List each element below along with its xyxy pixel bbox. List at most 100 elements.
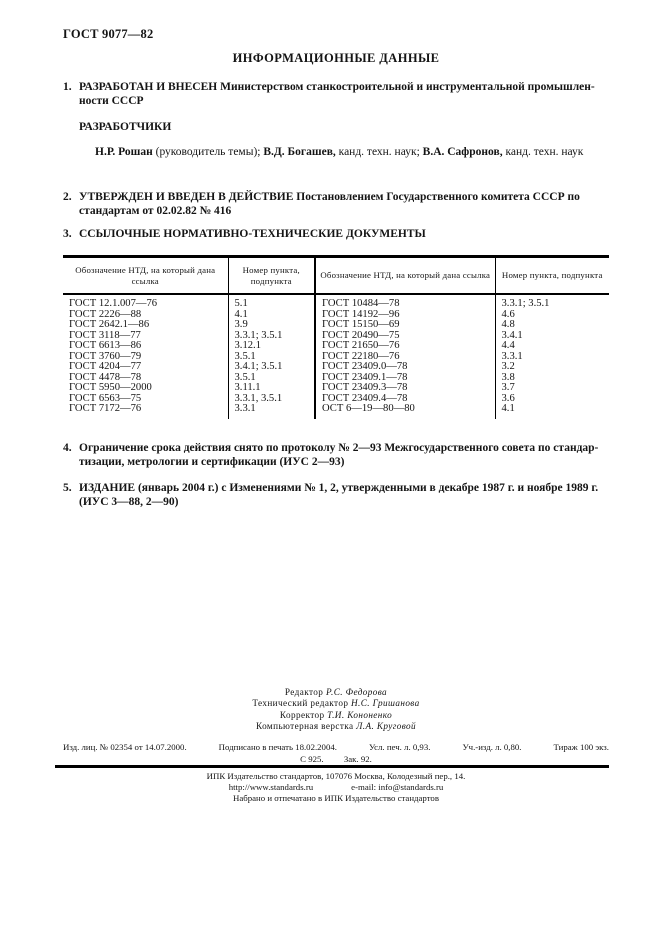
clause-cell: 4.1	[501, 404, 515, 414]
clause-cell: 3.3.1; 3.5.1	[228, 330, 316, 341]
clause-cell: 3.6	[501, 393, 515, 404]
developer-role: канд. техн. наук	[502, 146, 584, 158]
clause-cell: 3.5.1	[228, 372, 316, 383]
publisher-contacts: http://www.standards.ru e-mail: info@stan…	[63, 782, 609, 793]
colophon: Редактор Р.С. Федорова Технический редак…	[63, 687, 609, 732]
table-row: ГОСТ 12.1.007—76 5.1 ГОСТ 10484—78 3.3.1…	[63, 294, 609, 310]
clause-cell: 4.8	[501, 320, 515, 330]
clause-cell: 3.9	[228, 320, 316, 331]
clause-cell: 3.5.1	[228, 351, 316, 362]
item-text: ИЗДАНИЕ (январь 2004 г.) с Изменениями №…	[79, 482, 609, 510]
publisher-website: http://www.standards.ru	[228, 782, 314, 792]
publisher-block: ИПК Издательство стандартов, 107076 Моск…	[63, 771, 609, 804]
publisher-email: e-mail: info@standards.ru	[351, 782, 444, 792]
ntd-ref-cell: ГОСТ 23409.0—78	[315, 362, 496, 373]
ntd-ref-cell: ГОСТ 10484—78	[315, 294, 496, 310]
section-item-2: 2. УТВЕРЖДЕН И ВВЕДЕН В ДЕЙСТВИЕ Постано…	[63, 191, 609, 219]
role-label: Технический редактор	[252, 698, 352, 709]
ntd-ref-cell: ГОСТ 22180—76	[315, 351, 496, 362]
developer-name: В.Д. Богашев,	[263, 146, 336, 158]
section-item-4: 4. Ограничение срока действия снято по п…	[63, 442, 609, 470]
ntd-ref-cell: ОСТ 6—19—80—80	[315, 404, 496, 419]
ntd-ref-cell: ГОСТ 20490—75	[315, 330, 496, 341]
imprint-line-2: С 925. Зак. 92.	[63, 754, 609, 764]
imprint-circulation: Тираж 100 экз.	[553, 742, 609, 752]
role-label: Корректор	[279, 709, 328, 720]
developers-heading: РАЗРАБОТЧИКИ	[79, 121, 172, 133]
imprint-license: Изд. лиц. № 02354 от 14.07.2000.	[63, 742, 187, 752]
section-item-5: 5. ИЗДАНИЕ (январь 2004 г.) с Изменениям…	[63, 482, 609, 510]
references-table: Обозначение НТД, на который дана ссылка …	[63, 255, 609, 419]
ntd-ref-cell: ГОСТ 7172—76	[63, 404, 229, 419]
ntd-ref-cell: ГОСТ 2642.1—86	[63, 320, 229, 331]
ntd-ref-cell: ГОСТ 23409.3—78	[315, 383, 496, 394]
clause-cell: 3.7	[501, 383, 515, 393]
colophon-line-corrector: Корректор Т.И. Кононенко	[63, 710, 609, 721]
doc-number: ГОСТ 9077—82	[63, 27, 154, 41]
clause-cell: 4.4	[501, 341, 515, 351]
role-label: Компьютерная верстка	[256, 720, 357, 731]
item-text: УТВЕРЖДЕН И ВВЕДЕН В ДЕЙСТВИЕ Постановле…	[79, 191, 609, 219]
table-row: ГОСТ 7172—76 3.3.1 ОСТ 6—19—80—80 4.1	[63, 404, 609, 419]
table-header-cell: Номер пункта, подпункта	[495, 256, 609, 295]
item-text: ССЫЛОЧНЫЕ НОРМАТИВНО-ТЕХНИЧЕСКИЕ ДОКУМЕН…	[79, 228, 426, 240]
ntd-ref-cell: ГОСТ 23409.4—78	[315, 393, 496, 404]
table-header-cell: Обозначение НТД, на который дана ссылка	[63, 256, 229, 295]
page-title: ИНФОРМАЦИОННЫЕ ДАННЫЕ	[232, 51, 440, 65]
ntd-ref-cell: ГОСТ 5950—2000	[63, 383, 229, 394]
ntd-ref-cell: ГОСТ 4204—77	[63, 362, 229, 373]
table-row: ГОСТ 2226—88 4.1 ГОСТ 14192—96 4.6	[63, 309, 609, 320]
table-row: ГОСТ 2642.1—86 3.9 ГОСТ 15150—69 4.8	[63, 320, 609, 331]
table-row: ГОСТ 6563—75 3.3.1, 3.5.1 ГОСТ 23409.4—7…	[63, 393, 609, 404]
item2-line1: УТВЕРЖДЕН И ВВЕДЕН В ДЕЙСТВИЕ Постановле…	[79, 191, 580, 203]
item1-line1: РАЗРАБОТАН И ВНЕСЕН Министерством станко…	[79, 81, 595, 93]
section-item-3: 3. ССЫЛОЧНЫЕ НОРМАТИВНО-ТЕХНИЧЕСКИЕ ДОКУ…	[63, 228, 609, 242]
clause-cell: 4.6	[501, 309, 515, 320]
item-number: 1.	[63, 81, 72, 93]
clause-cell: 3.3.1, 3.5.1	[228, 393, 316, 404]
clause-cell: 3.3.1	[501, 351, 523, 362]
item4-line1: Ограничение срока действия снято по прот…	[79, 442, 599, 454]
imprint-line-1: Изд. лиц. № 02354 от 14.07.2000. Подписа…	[63, 742, 609, 752]
colophon-line-editor: Редактор Р.С. Федорова	[63, 687, 609, 698]
item-number: 3.	[63, 228, 72, 240]
ntd-ref-cell: ГОСТ 4478—78	[63, 372, 229, 383]
developers-paragraph: Н.Р. Рошан (руководитель темы); В.Д. Бог…	[95, 146, 609, 160]
table-row: ГОСТ 3118—77 3.3.1; 3.5.1 ГОСТ 20490—75 …	[63, 330, 609, 341]
imprint-signed: Подписано в печать 18.02.2004.	[218, 742, 337, 752]
clause-cell: 3.4.1; 3.5.1	[228, 362, 316, 373]
imprint-acc-sheets: Уч.-изд. л. 0,80.	[462, 742, 522, 752]
imprint-c-code: С 925.	[300, 754, 324, 764]
item5-line2: (ИУС 3—88, 2—90)	[79, 495, 179, 508]
clause-cell: 3.2	[501, 362, 515, 372]
table-header-row: Обозначение НТД, на который дана ссылка …	[63, 256, 609, 295]
developer-name: В.А. Сафронов,	[422, 146, 503, 158]
ntd-ref-cell: ГОСТ 21650—76	[315, 341, 496, 352]
table-row: ГОСТ 6613—86 3.12.1 ГОСТ 21650—76 4.4	[63, 341, 609, 352]
ntd-ref-cell: ГОСТ 6613—86	[63, 341, 229, 352]
clause-cell: 5.1	[228, 294, 316, 310]
item1-line2: ности СССР	[79, 94, 144, 107]
clause-cell: 4.1	[228, 309, 316, 320]
imprint-conv-sheets: Усл. печ. л. 0,93.	[368, 742, 431, 752]
role-label: Редактор	[284, 687, 326, 697]
table-header-cell: Номер пункта, подпункта	[228, 256, 316, 295]
item-number: 4.	[63, 442, 72, 454]
colophon-line-tech-editor: Технический редактор Н.С. Гришанова	[63, 698, 609, 709]
section-item-1: 1. РАЗРАБОТАН И ВНЕСЕН Министерством ста…	[63, 81, 609, 109]
ntd-ref-cell: ГОСТ 6563—75	[63, 393, 229, 404]
table-row: ГОСТ 4478—78 3.5.1 ГОСТ 23409.1—78 3.8	[63, 372, 609, 383]
item5-line1: ИЗДАНИЕ (январь 2004 г.) с Изменениями №…	[79, 482, 599, 494]
clause-cell: 3.11.1	[228, 383, 316, 394]
clause-cell: 3.3.1	[228, 404, 316, 419]
person-name: Н.С. Гришанова	[351, 698, 420, 709]
clause-cell: 3.12.1	[228, 341, 316, 352]
table-row: ГОСТ 4204—77 3.4.1; 3.5.1 ГОСТ 23409.0—7…	[63, 362, 609, 373]
table-row: ГОСТ 5950—2000 3.11.1 ГОСТ 23409.3—78 3.…	[63, 383, 609, 394]
ntd-ref-cell: ГОСТ 2226—88	[63, 309, 229, 320]
publisher-address: ИПК Издательство стандартов, 107076 Моск…	[206, 771, 466, 781]
table-header-cell: Обозначение НТД, на который дана ссылка	[315, 256, 496, 295]
ntd-ref-cell: ГОСТ 15150—69	[315, 320, 496, 331]
divider-rule	[55, 765, 609, 768]
